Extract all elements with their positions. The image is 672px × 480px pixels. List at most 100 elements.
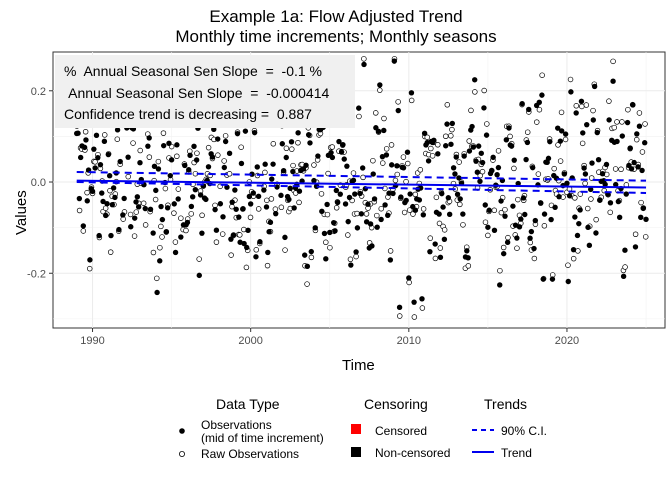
raw-observation-point <box>295 140 301 146</box>
raw-observation-point <box>318 191 325 197</box>
observation-point <box>421 130 428 137</box>
observation-point <box>475 143 482 149</box>
raw-observation-point <box>131 233 138 239</box>
raw-observation-point <box>160 130 167 136</box>
observation-point <box>159 216 166 223</box>
trend-lines <box>76 170 647 194</box>
raw-observation-point <box>345 232 351 238</box>
raw-observations-key-icon <box>179 450 185 457</box>
raw-observation-point <box>491 207 498 214</box>
observation-point <box>304 263 311 270</box>
raw-observation-point <box>500 244 507 251</box>
observation-point <box>398 194 404 200</box>
raw-observation-point <box>590 107 596 114</box>
raw-observation-point <box>383 146 390 152</box>
raw-observation-point <box>152 196 159 203</box>
raw-observation-point <box>107 187 113 194</box>
observation-point <box>250 190 257 196</box>
raw-observation-point <box>270 141 277 147</box>
raw-observation-point <box>380 160 386 166</box>
raw-observation-point <box>515 196 521 203</box>
observation-point <box>454 191 461 198</box>
legend-label-non-censored: Non-censored <box>375 446 451 460</box>
raw-observation-point <box>536 106 543 113</box>
raw-observation-point <box>424 134 430 140</box>
observation-point <box>245 227 251 234</box>
observation-point <box>573 110 579 116</box>
observation-point <box>396 304 403 311</box>
observation-point <box>137 160 143 166</box>
raw-observation-point <box>610 58 616 65</box>
raw-observation-point <box>495 148 502 154</box>
raw-observation-point <box>419 305 426 311</box>
raw-observation-point <box>353 253 359 260</box>
observation-point <box>353 249 359 255</box>
observation-point <box>330 219 337 226</box>
observation-point <box>155 166 162 172</box>
raw-observation-point <box>388 142 395 148</box>
observation-point <box>404 149 411 155</box>
raw-observation-point <box>433 194 440 201</box>
observation-point <box>555 125 561 131</box>
observation-point <box>315 153 321 159</box>
legend-label-trend: Trend <box>501 446 532 460</box>
raw-observation-point <box>638 199 644 206</box>
observation-point <box>228 236 234 242</box>
raw-observation-point <box>639 149 646 155</box>
observation-point <box>432 241 438 247</box>
observation-point <box>212 206 218 213</box>
observation-point <box>121 195 127 202</box>
observation-point <box>344 163 350 169</box>
raw-observation-point <box>466 138 472 144</box>
observation-point <box>189 194 196 200</box>
observation-point <box>439 190 445 197</box>
observation-point <box>457 196 463 202</box>
observation-point <box>448 141 454 147</box>
observation-point <box>273 210 279 217</box>
raw-observation-point <box>593 216 599 223</box>
raw-observation-point <box>443 133 449 140</box>
observation-point <box>610 78 616 84</box>
raw-observation-point <box>570 255 577 262</box>
raw-observation-point <box>392 177 399 184</box>
observation-point <box>287 185 293 192</box>
observation-point <box>106 173 113 179</box>
observation-point <box>135 204 142 210</box>
observation-point <box>133 199 139 205</box>
observation-point <box>623 191 629 197</box>
observation-point <box>84 198 90 204</box>
observation-point <box>445 195 452 201</box>
raw-observation-point <box>80 228 87 234</box>
raw-observation-point <box>272 206 279 212</box>
raw-observation-point <box>412 191 419 198</box>
observation-point <box>340 141 346 148</box>
raw-observation-point <box>370 157 376 164</box>
raw-observation-point <box>76 207 83 214</box>
observation-point <box>477 178 483 184</box>
raw-observation-point <box>84 189 90 196</box>
observation-point <box>96 232 102 239</box>
raw-observation-point <box>304 281 310 287</box>
observation-point <box>312 225 318 231</box>
plot-panel-border <box>52 51 666 329</box>
raw-observation-point <box>101 132 108 138</box>
observation-point <box>323 256 329 262</box>
observation-point <box>435 151 441 157</box>
raw-observation-point <box>481 87 487 94</box>
observation-point <box>266 229 272 235</box>
observation-point <box>357 190 363 197</box>
x-tick-label: 2000 <box>238 335 262 347</box>
observation-point <box>338 149 345 155</box>
raw-observation-point <box>323 239 329 246</box>
observation-point <box>291 205 297 211</box>
raw-observation-point <box>502 206 508 213</box>
observation-point <box>375 128 382 135</box>
observation-point <box>87 257 93 263</box>
observation-point <box>548 216 554 223</box>
raw-observation-point <box>127 211 134 218</box>
observation-point <box>168 157 175 163</box>
observation-point <box>334 199 341 206</box>
observation-point <box>558 128 565 134</box>
observation-point <box>566 193 573 199</box>
raw-observation-point <box>171 210 177 216</box>
